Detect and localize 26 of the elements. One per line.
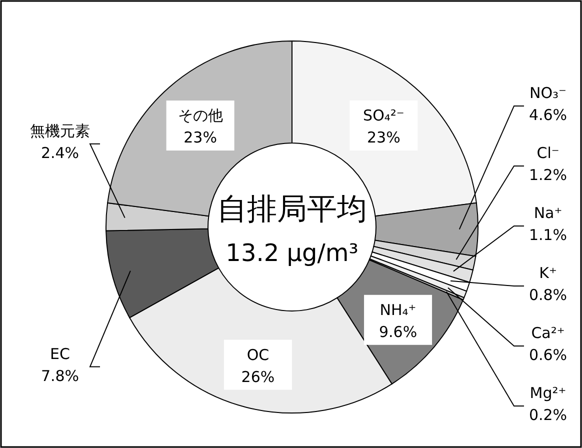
data-label: 7.8% [40,366,80,385]
data-label: 2.4% [40,144,80,162]
data-label: 0.6% [528,346,568,364]
data-label: 1.2% [528,166,568,184]
slice-label: Cl⁻ [536,144,560,162]
slice-label: EC [50,344,70,363]
data-label: 4.6% [528,106,568,124]
slice-label: NH₄⁺ [380,300,416,319]
text: 13.2 µg/m³ [226,239,358,267]
slice-label: その他 [178,106,223,125]
text: 自排局平均 [217,192,367,227]
data-label: 0.2% [528,406,568,424]
data-label: 23% [184,128,217,147]
data-label: 1.1% [528,226,568,244]
slice-label: SO₄²⁻ [363,106,404,125]
data-label: 0.8% [528,286,568,304]
slice-label: Ca²⁺ [531,324,565,342]
slice-label: NO₃⁻ [530,84,566,102]
slice-label: OC [246,346,270,364]
slice-label: Na⁺ [534,204,562,222]
data-label: 26% [241,368,275,386]
data-label: 23% [367,128,400,147]
data-label: 9.6% [378,322,418,341]
slice-label: 無機元素 [30,122,90,140]
slice-label: K⁺ [539,264,557,282]
slice-label: Mg²⁺ [530,384,566,402]
